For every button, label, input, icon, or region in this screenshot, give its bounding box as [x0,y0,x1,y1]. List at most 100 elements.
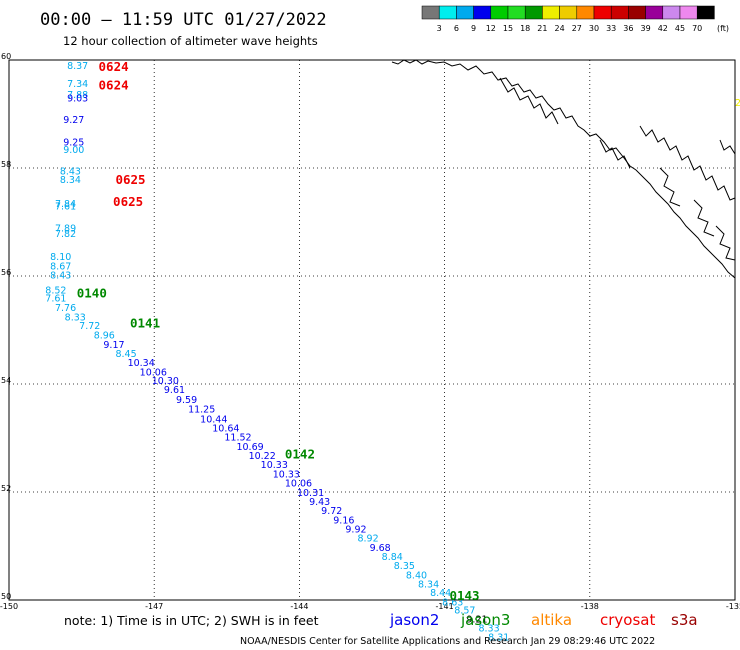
y-tick-label: 56 [1,268,11,277]
colorbar-label: 39 [641,24,651,33]
x-tick-label: -147 [145,602,163,611]
wave-height-value: 9.03 [67,94,88,105]
wave-height-value: 8.43 [50,271,71,282]
colorbar-swatch [438,5,457,20]
legend-satellite-jason2: jason2 [389,611,439,629]
wave-height-value: 8.34 [60,175,81,186]
wave-height-value: 9.25 [63,137,84,148]
map-frame [8,59,736,601]
colorbar-swatch [559,5,578,20]
wave-height-value: 8.45 [115,349,136,360]
wave-height-value: 8.44 [430,588,451,599]
colorbar-label: 27 [572,24,582,33]
colorbar-label: 36 [623,24,633,33]
y-tick-label: 52 [1,484,11,493]
y-tick-label: 58 [1,160,11,169]
wave-height-value: 8.34 [418,580,439,591]
colorbar-label: 24 [555,24,565,33]
wave-height-value: 8.84 [382,552,403,563]
wave-height-value: 7.76 [55,303,76,314]
satellite-pass-label: 0143 [449,588,479,603]
colorbar-swatch [473,5,492,20]
satellite-pass-label: 0625 [115,172,145,187]
colorbar-label: 6 [454,24,459,33]
colorbar-label: 12 [486,24,496,33]
colorbar-swatch [456,5,474,20]
wave-height-value: 8.67 [50,262,71,273]
wave-height-value: 9.61 [164,385,185,396]
satellite-pass-label: 0140 [77,286,107,301]
wave-height-value: 10.06 [285,479,312,490]
wave-height-value: 9.72 [321,506,342,517]
wave-height-value: 11.25 [188,405,215,416]
y-tick-label: 54 [1,376,11,385]
wave-height-value: 8.40 [406,570,427,581]
wave-height-value: 8.63 [442,597,463,608]
legend-satellite-s3a: s3a [671,611,698,629]
y-axis-tick-labels: 50 52 54 56 58 60 [1,52,11,601]
colorbar-swatch [576,5,595,20]
wave-height-value: 8.57 [454,606,475,617]
colorbar-label: 42 [658,24,668,33]
wave-height-value: 7.61 [55,202,76,213]
x-tick-label: -144 [290,602,308,611]
legend-satellite-altika: altika [531,611,572,629]
wave-height-value: 7.72 [79,321,100,332]
wave-height-value: 8.52 [45,285,66,296]
wave-height-value: 9.27 [63,115,84,126]
wave-height-value: 11.52 [224,433,251,444]
colorbar-label: 18 [520,24,530,33]
satellite-pass-label: 0142 [285,447,315,462]
wave-height-value: 9.43 [309,497,330,508]
wave-height-value: 9.16 [333,515,354,526]
archipelago-1 [659,167,681,207]
colorbar-swatch [610,5,629,20]
colorbar-label: 9 [471,24,476,33]
legend-satellite-jason3: jason3 [460,611,510,629]
wave-height-value: 9.17 [103,340,124,351]
wave-height-value: 9.68 [370,543,391,554]
wave-height-value: 7.34 [67,79,88,90]
x-tick-label: -150 [0,602,18,611]
colorbar-swatch [542,5,560,20]
wave-height-value: 9.59 [176,395,197,406]
wave-height-value: 10.22 [249,451,276,462]
coast-fjord-b [719,139,736,155]
wave-height-value: 10.44 [200,414,227,425]
legend-satellite-cryosat: cryosat [600,611,655,629]
wave-height-value: 10.33 [261,460,288,471]
wave-height-value: 10.06 [140,367,167,378]
colorbar-label: 33 [606,24,616,33]
footer-credit: NOAA/NESDIS Center for Satellite Applica… [240,636,655,647]
wave-height-value: 10.64 [212,424,239,435]
y-tick-label: 60 [1,52,11,61]
wave-height-value: 8.43 [60,166,81,177]
wave-height-value: 10.33 [273,469,300,480]
colorbar-unit: (ft) [717,24,729,33]
x-axis-tick-labels: -150 -147 -144 -141 -138 -135 [0,602,740,611]
colorbar-label: 21 [537,24,547,33]
colorbar-swatch [524,5,543,20]
x-tick-label: -141 [436,602,454,611]
x-tick-label: -135 [726,602,740,611]
wave-height-value: 8.33 [478,623,499,634]
wave-height-value: 8.92 [357,534,378,545]
coastline [391,59,736,279]
chart-subtitle: 12 hour collection of altimeter wave hei… [63,34,318,48]
wave-height-value: 7.88 [67,90,88,101]
coast-fjord-a [599,139,631,169]
archipelago-3 [715,225,736,261]
colorbar-label: 30 [589,24,599,33]
wave-height-value: 8.33 [65,312,86,323]
colorbar-label: 45 [675,24,685,33]
colorbar-swatch [490,5,509,20]
satellite-pass-label: 0625 [113,194,143,209]
gridlines [9,60,735,600]
wave-height-value: 10.31 [297,488,324,499]
wave-height-value: 10.69 [236,442,263,453]
wave-height-value: 9.92 [345,525,366,536]
wave-height-value: 8.37 [67,61,88,72]
x-tick-label: -138 [581,602,599,611]
